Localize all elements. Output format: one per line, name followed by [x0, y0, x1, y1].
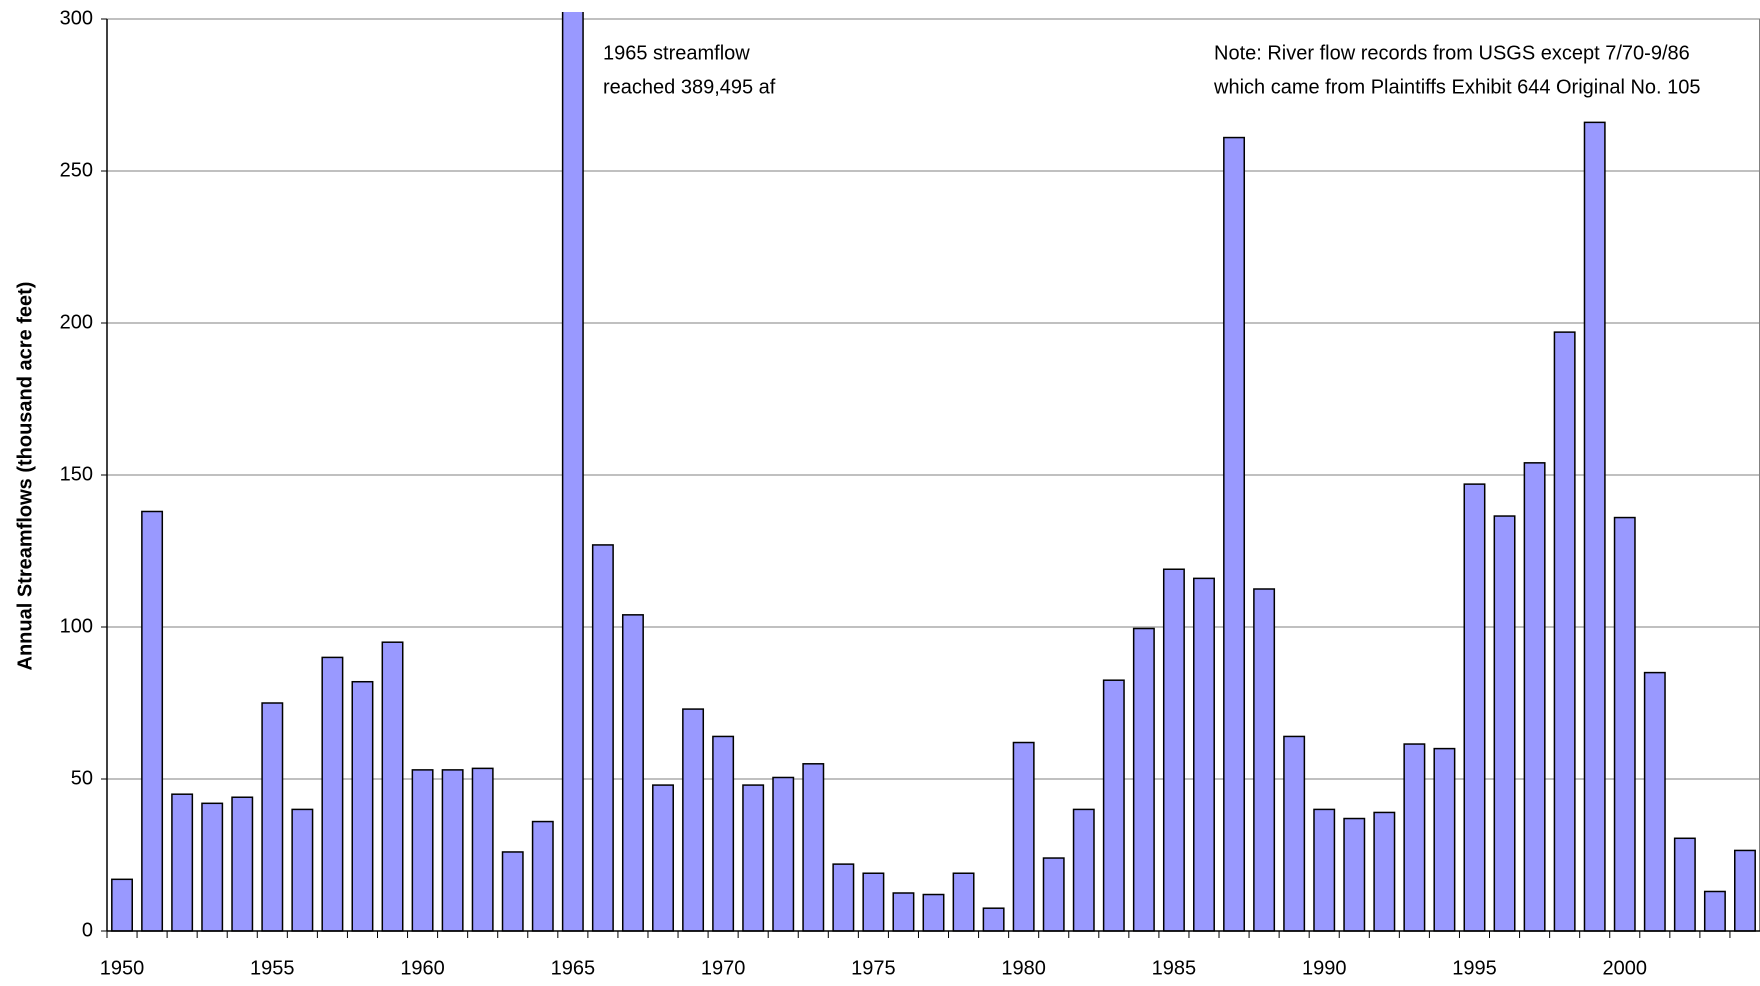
bar	[1433, 747, 1456, 932]
y-tick-label: 250	[60, 159, 93, 181]
bar	[1162, 568, 1185, 932]
bar	[591, 544, 614, 932]
bar	[1613, 516, 1636, 932]
bar	[1072, 808, 1095, 932]
bar	[1132, 627, 1155, 932]
bar	[501, 851, 524, 932]
y-tick-label: 300	[60, 7, 93, 29]
bar	[742, 784, 765, 932]
y-tick-label: 150	[60, 463, 93, 485]
bar	[1283, 735, 1306, 932]
x-tick-label: 1970	[701, 957, 746, 979]
bar	[1463, 483, 1486, 932]
bar	[201, 802, 224, 932]
bar	[1343, 817, 1366, 932]
bar	[111, 878, 133, 932]
x-tick-label: 1955	[250, 957, 295, 979]
bar	[802, 763, 825, 932]
x-tick-label: 1965	[551, 957, 596, 979]
bar	[1042, 857, 1065, 932]
bar	[922, 893, 945, 932]
bars	[111, 12, 1756, 932]
bar	[471, 767, 494, 932]
bar	[261, 702, 284, 932]
bar	[291, 808, 314, 932]
x-tick-label: 1980	[1001, 957, 1046, 979]
bar	[832, 863, 855, 932]
bar	[1643, 671, 1666, 932]
bar	[1523, 462, 1546, 932]
bar	[621, 614, 644, 932]
note: which came from Plaintiffs Exhibit 644 O…	[1213, 76, 1701, 98]
bar	[1493, 515, 1516, 932]
bar	[1313, 808, 1336, 932]
bar	[712, 735, 735, 932]
bar	[1403, 743, 1426, 932]
bar	[1253, 588, 1276, 932]
x-tick-label: 1985	[1152, 957, 1197, 979]
y-axis-label: Annual Streamflows (thousand acre feet)	[14, 282, 36, 671]
annotation: 1965 streamflow	[603, 42, 750, 64]
bar	[441, 769, 464, 932]
y-tick-label: 200	[60, 311, 93, 333]
x-tick-label: 1995	[1452, 957, 1497, 979]
bar	[381, 641, 404, 932]
note: Note: River flow records from USGS excep…	[1214, 42, 1690, 64]
x-tick-label: 1975	[851, 957, 896, 979]
x-tick-label: 1950	[100, 957, 145, 979]
bar	[411, 769, 434, 932]
bar	[171, 793, 194, 932]
bar	[1703, 890, 1726, 932]
bar	[531, 820, 554, 932]
bar	[1553, 331, 1576, 932]
bar	[1583, 121, 1606, 932]
bar	[321, 656, 344, 932]
bar	[1223, 136, 1246, 932]
bar	[351, 680, 374, 932]
bar	[982, 907, 1005, 932]
bar	[231, 796, 254, 932]
x-tick-label: 1960	[400, 957, 445, 979]
x-tick-label: 1990	[1302, 957, 1347, 979]
bar	[1373, 811, 1396, 932]
x-tick-label: 2000	[1603, 957, 1648, 979]
bar	[1673, 837, 1696, 932]
bar	[1193, 577, 1215, 932]
bar	[141, 510, 164, 932]
bar	[682, 708, 705, 932]
bar	[1012, 741, 1035, 932]
y-tick-label: 0	[82, 919, 93, 941]
bar	[892, 892, 915, 932]
bar	[952, 872, 975, 932]
y-tick-label: 50	[71, 767, 93, 789]
bar	[1734, 849, 1756, 932]
y-tick-label: 100	[60, 615, 93, 637]
annotation: reached 389,495 af	[603, 76, 776, 98]
bar	[1102, 679, 1125, 932]
bar	[652, 784, 674, 932]
bar	[772, 776, 795, 932]
bar	[862, 872, 885, 932]
bar	[561, 12, 584, 932]
